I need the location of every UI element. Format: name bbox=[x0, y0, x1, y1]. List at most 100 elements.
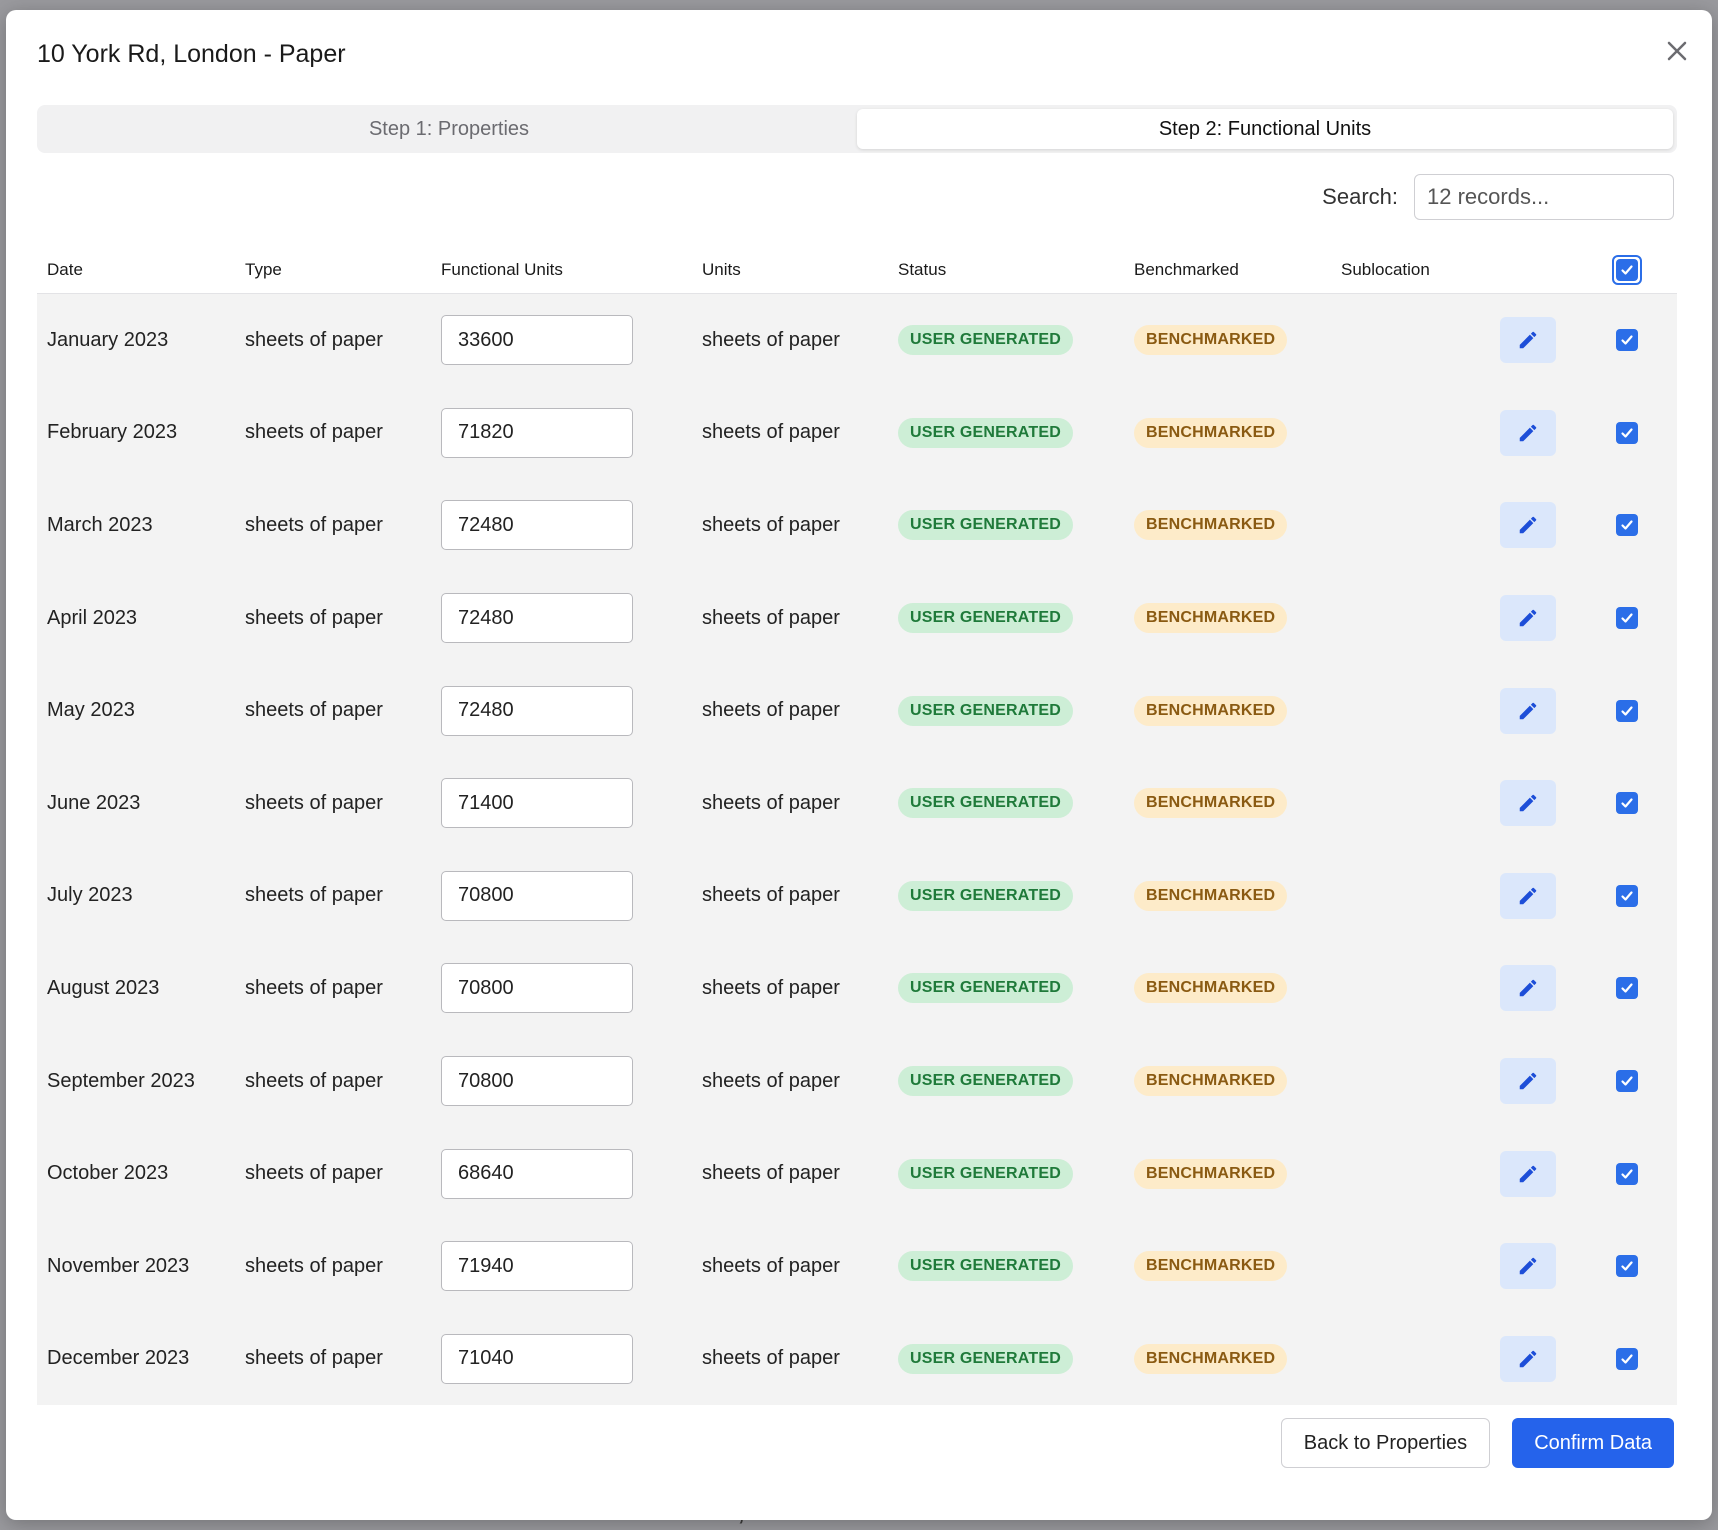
close-button[interactable] bbox=[1660, 34, 1694, 68]
confirm-data-button[interactable]: Confirm Data bbox=[1512, 1418, 1674, 1468]
cell-select bbox=[1577, 1070, 1677, 1093]
row-checkbox[interactable] bbox=[1616, 792, 1638, 815]
back-to-properties-button[interactable]: Back to Properties bbox=[1280, 1418, 1491, 1468]
edit-button[interactable] bbox=[1500, 502, 1556, 549]
cell-benchmarked: BENCHMARKED bbox=[1134, 325, 1341, 356]
edit-button[interactable] bbox=[1500, 1243, 1556, 1290]
row-checkbox[interactable] bbox=[1616, 329, 1638, 352]
cell-edit bbox=[1479, 965, 1577, 1012]
cell-benchmarked: BENCHMARKED bbox=[1134, 1251, 1341, 1282]
select-all-checkbox[interactable] bbox=[1612, 254, 1642, 285]
functional-units-input[interactable] bbox=[441, 407, 633, 458]
functional-units-input[interactable] bbox=[441, 315, 633, 366]
edit-button[interactable] bbox=[1500, 872, 1556, 919]
row-checkbox[interactable] bbox=[1616, 1255, 1638, 1278]
edit-button[interactable] bbox=[1500, 595, 1556, 642]
check-icon bbox=[1621, 335, 1633, 345]
cell-edit bbox=[1479, 317, 1577, 364]
edit-button[interactable] bbox=[1500, 965, 1556, 1012]
check-icon bbox=[1621, 613, 1633, 623]
row-checkbox[interactable] bbox=[1616, 884, 1638, 907]
header-sublocation[interactable]: Sublocation bbox=[1341, 259, 1430, 279]
functional-units-input[interactable] bbox=[441, 1241, 633, 1292]
functional-units-input[interactable] bbox=[441, 500, 633, 551]
cell-date: May 2023 bbox=[47, 699, 135, 722]
header-units[interactable]: Units bbox=[702, 259, 741, 279]
header-type[interactable]: Type bbox=[245, 259, 282, 279]
row-checkbox[interactable] bbox=[1616, 514, 1638, 537]
cell-functional-units bbox=[441, 593, 702, 644]
cell-units: sheets of paper bbox=[702, 791, 840, 814]
cell-benchmarked: BENCHMARKED bbox=[1134, 603, 1341, 634]
functional-units-input[interactable] bbox=[441, 685, 633, 736]
status-badge: USER GENERATED bbox=[898, 1343, 1073, 1374]
row-checkbox[interactable] bbox=[1616, 1347, 1638, 1370]
cell-status: USER GENERATED bbox=[898, 973, 1134, 1004]
functional-units-input[interactable] bbox=[441, 1056, 633, 1107]
cell-date: March 2023 bbox=[47, 513, 153, 536]
pencil-icon bbox=[1519, 702, 1537, 719]
row-checkbox[interactable] bbox=[1616, 1070, 1638, 1093]
cell-date: August 2023 bbox=[47, 976, 160, 999]
cell-functional-units bbox=[441, 1333, 702, 1384]
pencil-icon bbox=[1519, 795, 1537, 812]
header-date[interactable]: Date bbox=[47, 259, 83, 279]
edit-button[interactable] bbox=[1500, 687, 1556, 734]
cell-status: USER GENERATED bbox=[898, 1158, 1134, 1189]
cell-status: USER GENERATED bbox=[898, 325, 1134, 356]
table-row: February 2023 sheets of paper sheets of … bbox=[37, 387, 1677, 480]
edit-button[interactable] bbox=[1500, 780, 1556, 827]
functional-units-input[interactable] bbox=[441, 1148, 633, 1199]
cell-functional-units bbox=[441, 500, 702, 551]
cell-status: USER GENERATED bbox=[898, 880, 1134, 911]
cell-units: sheets of paper bbox=[702, 328, 840, 351]
header-functional-units[interactable]: Functional Units bbox=[441, 259, 563, 279]
search-input[interactable] bbox=[1414, 174, 1674, 220]
functional-units-input[interactable] bbox=[441, 778, 633, 829]
functional-units-input[interactable] bbox=[441, 870, 633, 921]
functional-units-input[interactable] bbox=[441, 593, 633, 644]
cell-status: USER GENERATED bbox=[898, 417, 1134, 448]
cell-type: sheets of paper bbox=[245, 421, 383, 444]
cell-status: USER GENERATED bbox=[898, 788, 1134, 819]
row-checkbox[interactable] bbox=[1616, 977, 1638, 1000]
cell-units: sheets of paper bbox=[702, 513, 840, 536]
step-tabs: Step 1: Properties Step 2: Functional Un… bbox=[37, 105, 1677, 153]
cell-status: USER GENERATED bbox=[898, 695, 1134, 726]
row-checkbox[interactable] bbox=[1616, 699, 1638, 722]
header-status[interactable]: Status bbox=[898, 259, 947, 279]
functional-units-input[interactable] bbox=[441, 963, 633, 1014]
table-row: January 2023 sheets of paper sheets of p… bbox=[37, 294, 1677, 387]
cell-date: June 2023 bbox=[47, 791, 141, 814]
edit-button[interactable] bbox=[1500, 1150, 1556, 1197]
cell-edit bbox=[1479, 1335, 1577, 1382]
table-row: December 2023 sheets of paper sheets of … bbox=[37, 1313, 1677, 1406]
edit-button[interactable] bbox=[1500, 317, 1556, 364]
edit-button[interactable] bbox=[1500, 1335, 1556, 1382]
tab-step-1-properties[interactable]: Step 1: Properties bbox=[41, 109, 857, 149]
cell-date: July 2023 bbox=[47, 884, 133, 907]
header-benchmarked[interactable]: Benchmarked bbox=[1134, 259, 1239, 279]
check-icon bbox=[1621, 1261, 1633, 1271]
cell-functional-units bbox=[441, 778, 702, 829]
row-checkbox[interactable] bbox=[1616, 421, 1638, 444]
tab-step-2-functional-units[interactable]: Step 2: Functional Units bbox=[857, 109, 1673, 149]
cell-status: USER GENERATED bbox=[898, 1066, 1134, 1097]
table-row: May 2023 sheets of paper sheets of paper… bbox=[37, 664, 1677, 757]
cell-units: sheets of paper bbox=[702, 1254, 840, 1277]
edit-button[interactable] bbox=[1500, 1058, 1556, 1105]
pencil-icon bbox=[1519, 1072, 1537, 1090]
row-checkbox[interactable] bbox=[1616, 607, 1638, 630]
cell-type: sheets of paper bbox=[245, 976, 383, 999]
row-checkbox[interactable] bbox=[1616, 1162, 1638, 1185]
functional-units-input[interactable] bbox=[441, 1333, 633, 1384]
cell-select bbox=[1577, 1162, 1677, 1185]
cell-edit bbox=[1479, 780, 1577, 827]
benchmarked-badge: BENCHMARKED bbox=[1134, 510, 1288, 541]
cell-date: January 2023 bbox=[47, 328, 169, 351]
edit-button[interactable] bbox=[1500, 409, 1556, 456]
cell-select bbox=[1577, 792, 1677, 815]
cell-type: sheets of paper bbox=[245, 513, 383, 536]
benchmarked-badge: BENCHMARKED bbox=[1134, 695, 1288, 726]
cell-functional-units bbox=[441, 407, 702, 458]
